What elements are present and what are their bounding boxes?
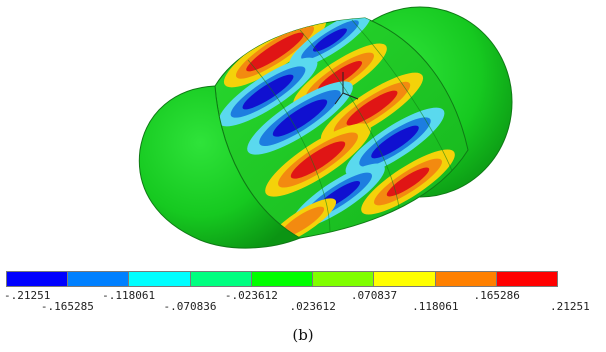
coordinate-triad-icon (334, 72, 359, 105)
legend-tick-label: .118061 (412, 300, 459, 313)
color-legend-bar (6, 271, 558, 287)
deformed-cylinder-contour-plot (138, 6, 513, 249)
legend-tick-label: -.023612 (224, 289, 278, 302)
legend-swatch (129, 272, 191, 286)
legend-swatch (374, 272, 436, 286)
legend-tick-label: -.21251 (4, 289, 51, 302)
legend-tick-label: -.118061 (102, 289, 156, 302)
legend-swatch (435, 272, 497, 286)
mode-shape-contours (218, 18, 456, 238)
legend-swatch (68, 272, 130, 286)
legend-tick-label: .21251 (550, 300, 590, 313)
legend-tick-label: .165286 (473, 289, 520, 302)
legend-swatch (7, 272, 69, 286)
legend-tick-label: .070837 (350, 289, 398, 302)
legend-swatch (251, 272, 314, 286)
legend-swatch (496, 272, 557, 286)
end-cap-near (138, 85, 302, 249)
legend-swatch (190, 272, 252, 286)
legend-tick-label: -.070836 (163, 300, 217, 313)
legend-tick-label: .023612 (289, 300, 336, 313)
legend-swatch (313, 272, 375, 286)
figure-caption: (b) (292, 326, 314, 344)
legend-tick-label: -.165285 (40, 300, 94, 313)
